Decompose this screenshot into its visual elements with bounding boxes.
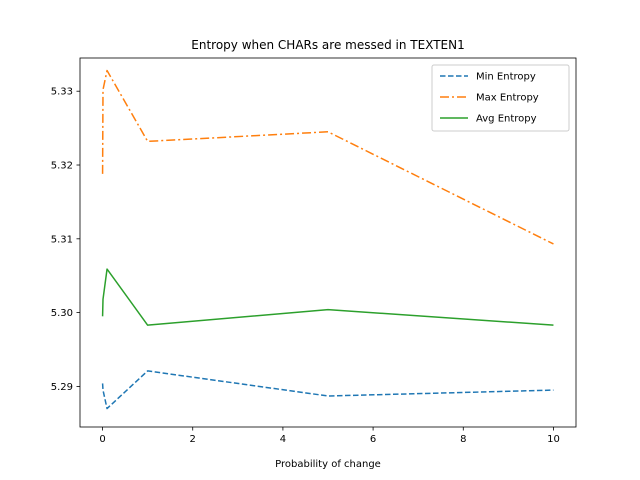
- min-entropy-line: [101, 370, 554, 410]
- chart-title: Entropy when CHARs are messed in TEXTEN1: [191, 38, 465, 52]
- max-entropy-line: [101, 69, 554, 245]
- x-tick-label: 10: [547, 434, 560, 445]
- y-tick-label: 5.32: [51, 161, 73, 172]
- y-tick-label: 5.33: [51, 87, 73, 98]
- x-tick-label: 6: [370, 434, 376, 445]
- legend-box: [431, 64, 570, 132]
- y-tick-label: 5.30: [51, 308, 73, 319]
- avg-entropy-line: [101, 268, 554, 326]
- legend-label-max-entropy: Max Entropy: [476, 93, 539, 104]
- x-axis-label: Probability of change: [275, 459, 381, 470]
- x-tick-label: 0: [99, 434, 105, 445]
- legend-label-min-entropy: Min Entropy: [476, 72, 536, 83]
- x-tick-label: 2: [190, 434, 196, 445]
- y-tick-label: 5.29: [51, 382, 73, 393]
- plot-area-frame: [79, 57, 577, 428]
- x-tick-label: 4: [280, 434, 286, 445]
- y-tick-label: 5.31: [51, 234, 73, 245]
- legend-label-avg-entropy: Avg Entropy: [476, 114, 537, 125]
- x-tick-label: 8: [460, 434, 466, 445]
